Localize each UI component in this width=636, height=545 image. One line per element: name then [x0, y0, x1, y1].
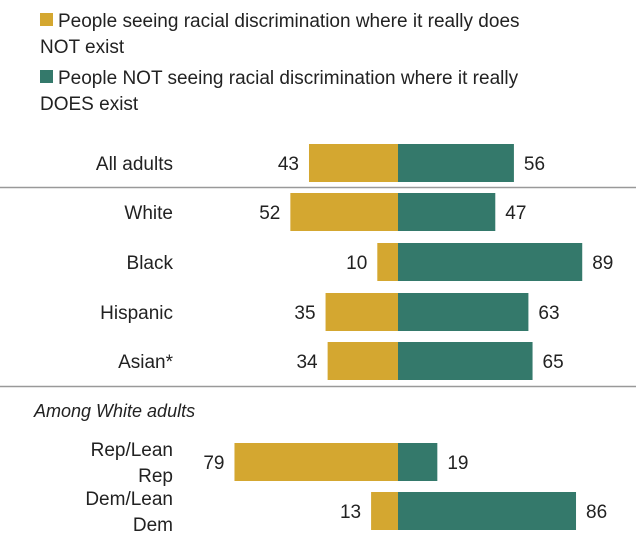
- bar-does-exist: [398, 443, 438, 481]
- bar-does-exist: [398, 193, 496, 231]
- legend-swatch-not_exist: [40, 13, 53, 26]
- bar-does-exist: [398, 293, 529, 331]
- bar-does-exist: [398, 342, 533, 380]
- bar-not-exist: [234, 443, 398, 481]
- legend-label-not_exist-line-1: People seeing racial discrimination wher…: [58, 11, 520, 32]
- value-label-not-exist: 35: [294, 303, 315, 324]
- row-label: All adults: [96, 154, 173, 175]
- row-label: Dem: [133, 515, 173, 536]
- value-label-does-exist: 89: [592, 253, 613, 274]
- bar-not-exist: [327, 342, 398, 380]
- bar-does-exist: [398, 144, 514, 182]
- legend-label-does_exist-line-1: People NOT seeing racial discrimination …: [58, 68, 519, 89]
- row-label: Dem/Lean: [85, 489, 173, 510]
- section-heading: Among White adults: [33, 401, 195, 421]
- legend-label-not_exist-line-2: NOT exist: [40, 37, 125, 58]
- bar-not-exist: [371, 492, 398, 530]
- value-label-not-exist: 52: [259, 203, 280, 224]
- value-label-does-exist: 63: [538, 303, 559, 324]
- legend-label-does_exist-line-2: DOES exist: [40, 94, 139, 115]
- value-label-not-exist: 13: [340, 502, 361, 523]
- row-label: White: [124, 203, 173, 224]
- value-label-not-exist: 79: [203, 453, 224, 474]
- value-label-not-exist: 34: [296, 352, 318, 373]
- value-label-does-exist: 19: [447, 453, 468, 474]
- row-label: Hispanic: [100, 303, 173, 324]
- bar-not-exist: [377, 243, 398, 281]
- value-label-does-exist: 56: [524, 154, 545, 175]
- value-label-not-exist: 10: [346, 253, 367, 274]
- row-label: Rep/Lean: [91, 440, 173, 461]
- bar-not-exist: [290, 193, 398, 231]
- bar-does-exist: [398, 243, 583, 281]
- value-label-does-exist: 47: [505, 203, 526, 224]
- value-label-not-exist: 43: [278, 154, 299, 175]
- row-label: Rep: [138, 466, 173, 487]
- legend-swatch-does_exist: [40, 70, 53, 83]
- row-label: Black: [127, 253, 174, 274]
- value-label-does-exist: 86: [586, 502, 607, 523]
- bar-does-exist: [398, 492, 577, 530]
- row-label: Asian*: [118, 352, 174, 373]
- bar-not-exist: [325, 293, 398, 331]
- bar-not-exist: [308, 144, 398, 182]
- value-label-does-exist: 65: [543, 352, 564, 373]
